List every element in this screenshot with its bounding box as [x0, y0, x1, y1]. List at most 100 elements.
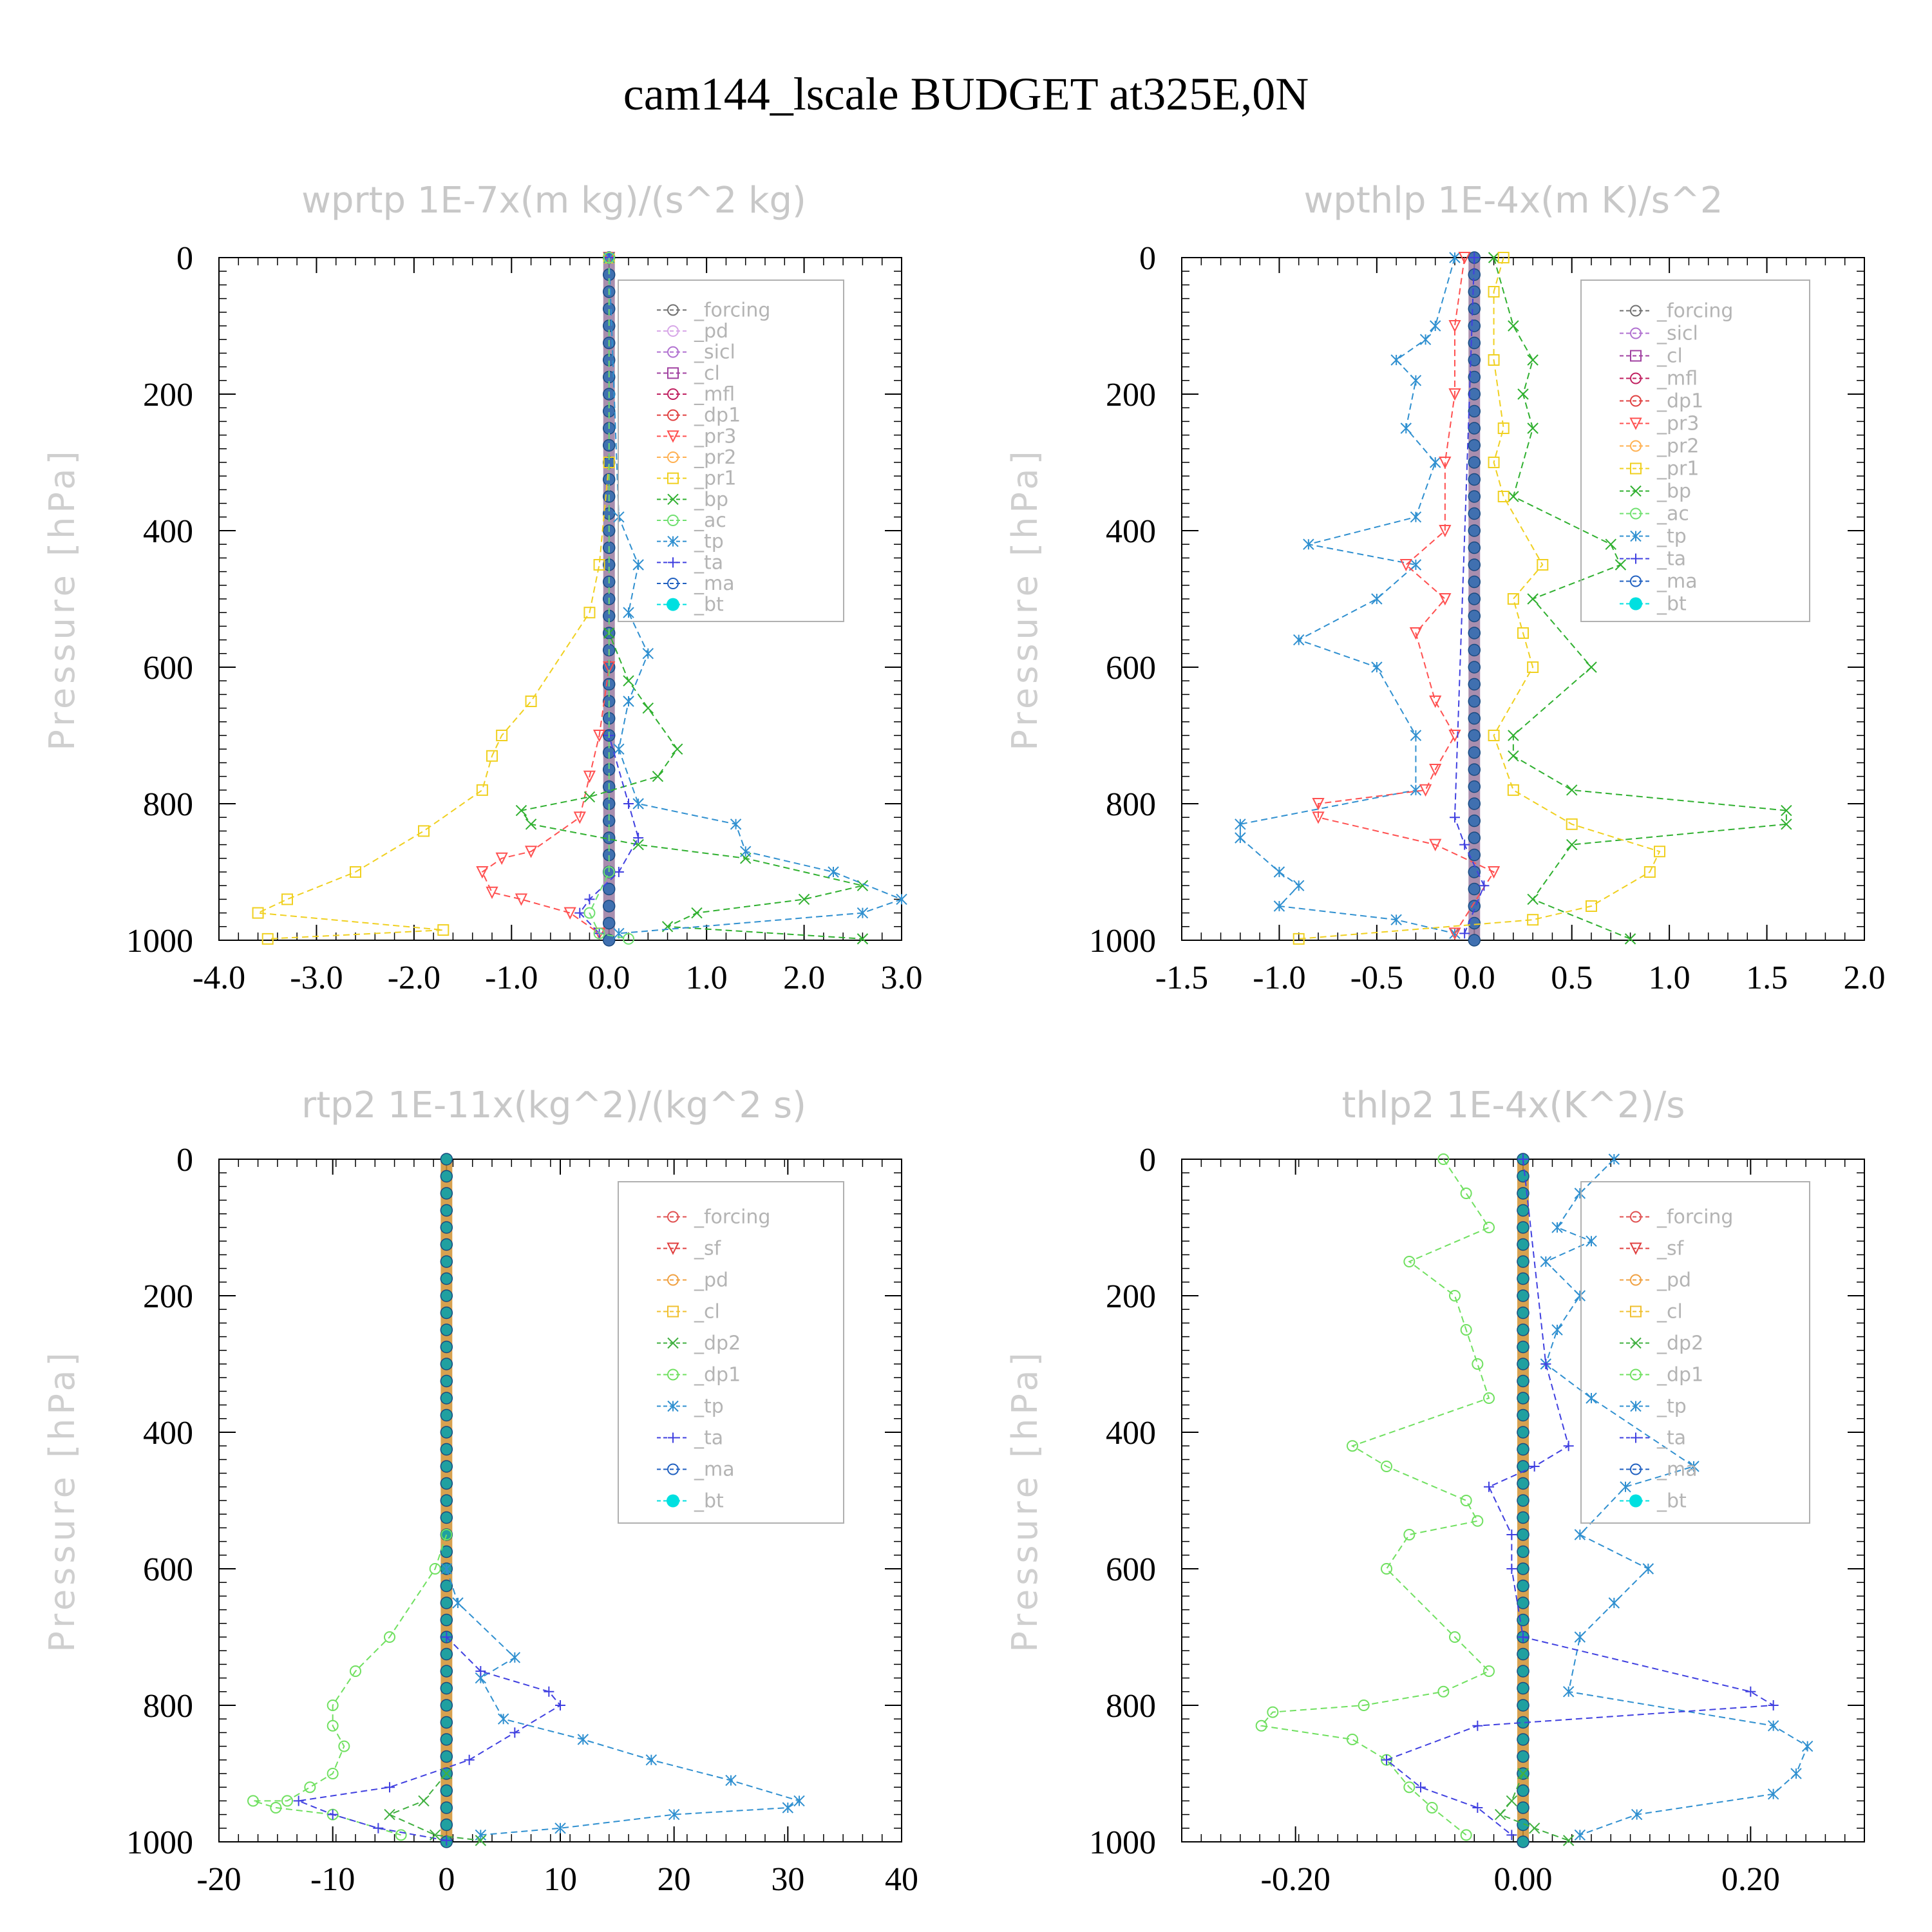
bt-point — [1468, 507, 1481, 520]
series-pr3 — [476, 252, 616, 940]
data-point — [1654, 846, 1665, 858]
data-point — [525, 696, 537, 707]
series-pr1 — [1293, 252, 1665, 945]
bt-point — [1517, 1221, 1530, 1234]
data-point — [1562, 1686, 1575, 1698]
x-tick-label: -1.0 — [485, 960, 538, 996]
data-point — [613, 867, 624, 877]
data-point — [1460, 1495, 1472, 1506]
data-point — [1605, 538, 1616, 550]
data-point — [1781, 804, 1792, 817]
legend-marker — [667, 535, 679, 547]
bt-point — [1468, 439, 1481, 452]
data-point — [395, 1829, 407, 1841]
panel-thlp2: thlp2 1E-4x(K^2)/s -0.20 0.00 0.20 0 200 400 6… — [1005, 1084, 1865, 1898]
legend-label: _pr1 — [1656, 458, 1699, 480]
legend-label: _sf — [694, 1238, 722, 1260]
data-point — [1390, 914, 1402, 925]
data-point — [1403, 1256, 1416, 1267]
bt-point — [440, 1187, 453, 1200]
data-point — [691, 907, 703, 919]
data-point — [1551, 1324, 1563, 1336]
bt-point — [440, 1374, 453, 1388]
data-point — [1566, 784, 1578, 796]
bt-point — [1517, 1562, 1530, 1575]
bt-point — [1468, 285, 1481, 298]
data-point — [1419, 334, 1432, 345]
bt-point — [1468, 677, 1481, 691]
data-point — [1488, 252, 1500, 263]
data-point — [1293, 880, 1305, 891]
legend-label: _dp1 — [1656, 1364, 1703, 1387]
legend-label: _ta — [694, 551, 723, 574]
series-line — [1499, 1773, 1569, 1841]
legend-label: _sicl — [694, 341, 735, 364]
bt-point — [440, 1647, 453, 1661]
bt-point — [1468, 404, 1481, 418]
legend-marker — [1630, 1368, 1642, 1381]
x-tick-label: 3.0 — [881, 960, 923, 996]
y-axis-label: Pressure [hPa] — [1005, 447, 1045, 750]
data-point — [1459, 928, 1470, 939]
data-point — [793, 1795, 805, 1807]
bt-point — [440, 1170, 453, 1183]
bt-point — [1468, 524, 1481, 537]
legend-marker — [1629, 1242, 1642, 1255]
legend-label: _tp — [1656, 1396, 1687, 1418]
data-point — [1768, 1700, 1779, 1710]
data-point — [441, 1835, 452, 1846]
data-point — [1483, 1665, 1495, 1677]
bt-point — [1468, 319, 1481, 332]
data-point — [515, 804, 527, 817]
data-point — [452, 1597, 464, 1609]
legend-marker — [1630, 485, 1642, 497]
data-point — [327, 1719, 339, 1732]
series-pr3 — [1312, 252, 1501, 940]
legend-box — [1580, 279, 1810, 622]
data-point — [418, 825, 430, 837]
panel-title-rtp2: rtp2 1E-11x(kg^2)/(kg^2 s) — [301, 1084, 806, 1126]
data-point — [1400, 422, 1412, 434]
data-point — [1437, 1685, 1450, 1698]
data-point — [1472, 1720, 1483, 1731]
bt-point — [1517, 1835, 1530, 1848]
data-point — [555, 1700, 565, 1710]
bt-point — [1517, 1408, 1530, 1422]
bt-point — [1468, 695, 1481, 708]
data-point — [384, 1782, 395, 1793]
data-point — [429, 1829, 441, 1841]
legend-label: _cl — [1656, 345, 1683, 368]
data-point — [1460, 1188, 1472, 1199]
x-tick-label: 1.5 — [1746, 960, 1788, 996]
data-point — [1430, 320, 1441, 332]
x-tick-label: 30 — [771, 1861, 804, 1898]
data-point — [603, 866, 615, 878]
bt-point — [440, 1272, 453, 1285]
data-point — [509, 1652, 521, 1663]
legend-label: _ta — [1656, 1427, 1686, 1450]
data-point — [496, 730, 508, 741]
data-point — [1439, 593, 1452, 606]
data-point — [1537, 559, 1549, 571]
data-point — [668, 1808, 680, 1821]
x-tick-label: 2.0 — [783, 960, 825, 996]
data-point — [798, 893, 810, 905]
bt-point — [440, 1596, 453, 1609]
data-point — [1449, 252, 1461, 263]
legend-label: _mfl — [1656, 368, 1698, 390]
data-point — [1507, 593, 1519, 605]
series-line — [1385, 1159, 1776, 1836]
data-point — [1497, 491, 1510, 502]
data-point — [564, 907, 576, 920]
data-point — [1494, 1808, 1506, 1821]
legend-label: _bp — [1656, 480, 1691, 503]
legend-label: _tp — [694, 1396, 724, 1418]
bt-point — [1517, 1818, 1530, 1832]
data-point — [828, 866, 839, 878]
data-point — [464, 1754, 475, 1765]
series-bp — [1488, 252, 1792, 945]
bt-point — [440, 1494, 453, 1507]
legend-label: _ma — [694, 1459, 735, 1481]
bt-point — [440, 1408, 453, 1422]
